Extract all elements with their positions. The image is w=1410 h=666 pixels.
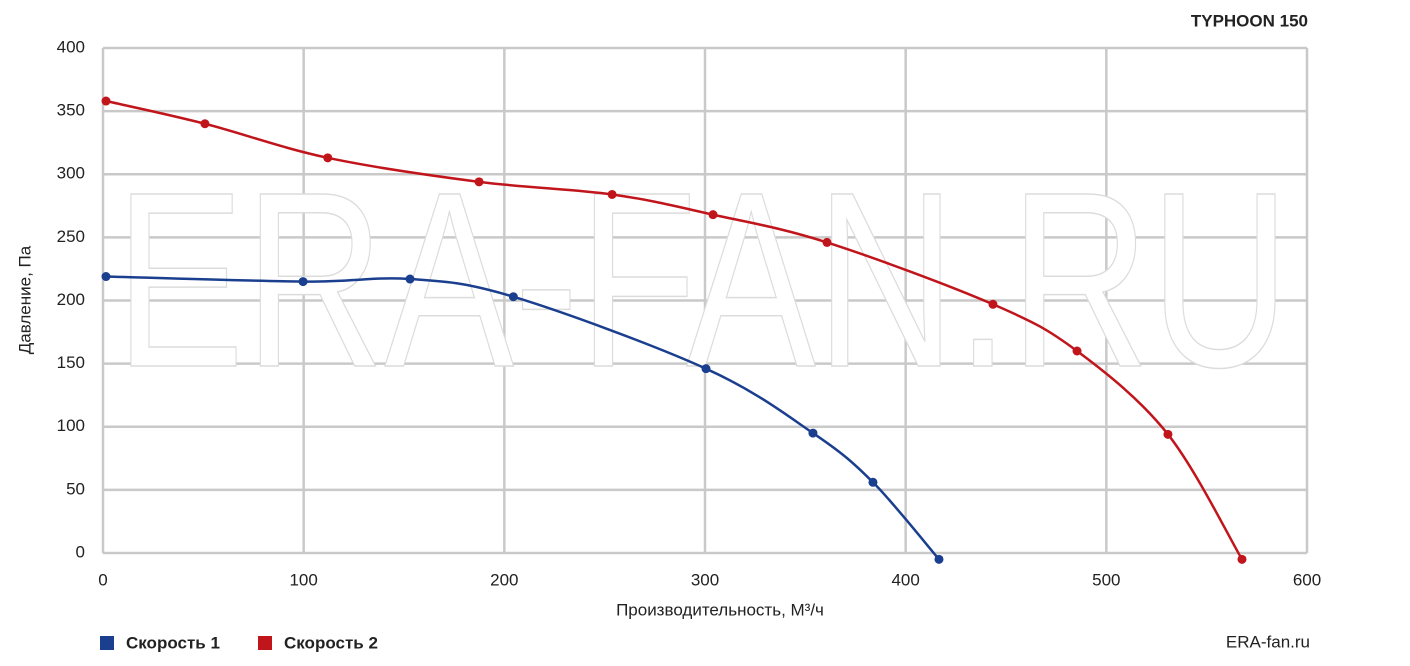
x-tick-label: 300 [691, 570, 719, 589]
data-point [1163, 429, 1173, 439]
x-tick-label: 0 [98, 570, 107, 589]
legend-label: Скорость 1 [126, 633, 220, 652]
x-tick-label: 200 [490, 570, 518, 589]
x-tick-label: 400 [891, 570, 919, 589]
data-point [474, 177, 484, 187]
source: ERA-fan.ru [1226, 632, 1310, 651]
y-tick-label: 200 [57, 290, 85, 309]
plot [101, 96, 1247, 564]
data-point [405, 274, 415, 284]
data-point [708, 210, 718, 220]
data-point [607, 189, 617, 199]
y-tick-label: 100 [57, 416, 85, 435]
chart-title: TYPHOON 150 [1191, 11, 1308, 30]
data-point [101, 96, 111, 106]
y-tick-label: 50 [66, 479, 85, 498]
data-point [868, 477, 878, 487]
y-tick-label: 0 [76, 542, 85, 561]
legend-label: Скорость 2 [284, 633, 378, 652]
y-tick-label: 300 [57, 164, 85, 183]
data-point [808, 428, 818, 438]
y-tick-label: 400 [57, 37, 85, 56]
data-point [101, 272, 111, 282]
watermark: ERA-FAN.RU [115, 140, 1290, 419]
data-point [1237, 554, 1247, 564]
x-tick-label: 500 [1092, 570, 1120, 589]
y-tick-label: 250 [57, 227, 85, 246]
data-point [822, 237, 832, 247]
legend-swatch [258, 636, 272, 650]
x-axis-label: Производительность, М³/ч [616, 600, 824, 619]
y-tick-label: 350 [57, 101, 85, 120]
y-axis-label: Давление, Па [15, 245, 34, 354]
x-tick-label: 600 [1293, 570, 1321, 589]
data-point [934, 554, 944, 564]
data-point [988, 299, 998, 309]
data-point [298, 277, 308, 287]
x-tick-label: 100 [289, 570, 317, 589]
legend-swatch [100, 636, 114, 650]
data-point [701, 364, 711, 374]
y-tick-label: 150 [57, 353, 85, 372]
data-point [1072, 346, 1082, 356]
grid [101, 46, 1309, 555]
data-point [508, 292, 518, 302]
data-point [200, 119, 210, 129]
data-point [323, 153, 333, 163]
